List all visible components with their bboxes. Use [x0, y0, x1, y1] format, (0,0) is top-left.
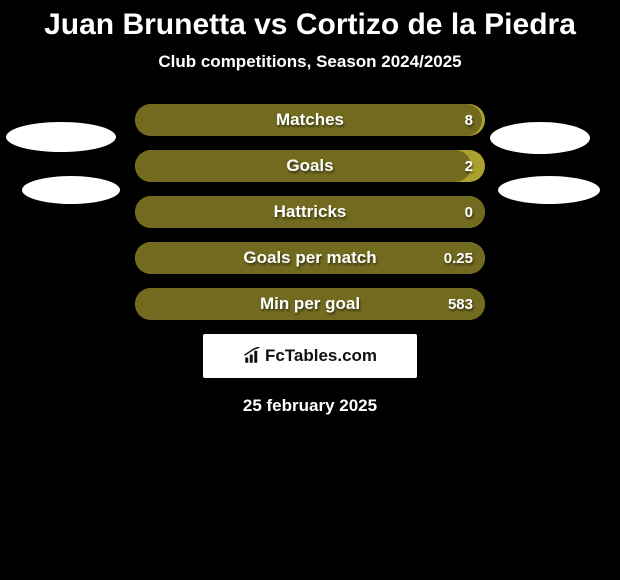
stat-rows: Matches 8 Goals 2 Hattricks 0 Goals per match 0…	[135, 104, 485, 320]
stat-row: Matches 8	[135, 104, 485, 136]
stat-value-right: 2	[465, 158, 473, 175]
bar-chart-icon	[243, 347, 261, 365]
date-line: 25 february 2025	[0, 396, 620, 416]
stat-row: Min per goal 583	[135, 288, 485, 320]
avatar-ellipse	[498, 176, 600, 204]
stat-value-right: 583	[448, 296, 473, 313]
stat-label: Min per goal	[260, 294, 360, 314]
stat-row: Hattricks 0	[135, 196, 485, 228]
brand-text: FcTables.com	[265, 346, 377, 366]
stat-label: Hattricks	[274, 202, 347, 222]
stat-label: Goals	[286, 156, 333, 176]
avatar-ellipse	[6, 122, 116, 152]
avatar-ellipse	[22, 176, 120, 204]
stat-row: Goals 2	[135, 150, 485, 182]
page-title: Juan Brunetta vs Cortizo de la Piedra	[0, 0, 620, 42]
stat-value-right: 8	[465, 112, 473, 129]
subtitle: Club competitions, Season 2024/2025	[0, 52, 620, 72]
avatar-ellipse	[490, 122, 590, 154]
stat-label: Matches	[276, 110, 344, 130]
stat-value-right: 0.25	[444, 250, 473, 267]
stat-value-right: 0	[465, 204, 473, 221]
brand-box: FcTables.com	[203, 334, 417, 378]
stat-label: Goals per match	[243, 248, 376, 268]
stat-row: Goals per match 0.25	[135, 242, 485, 274]
